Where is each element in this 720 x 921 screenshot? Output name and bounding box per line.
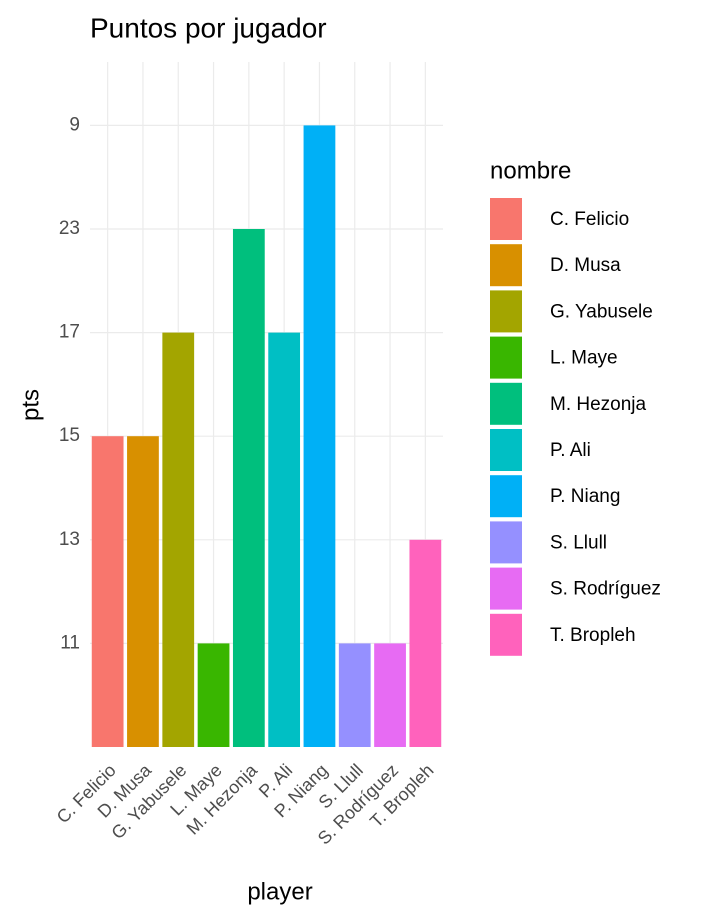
y-tick-label: 11	[60, 632, 80, 653]
y-tick-label: 23	[59, 218, 80, 239]
legend-key	[490, 290, 522, 333]
bar	[162, 332, 195, 747]
legend-label: S. Llull	[550, 532, 607, 553]
bar	[127, 436, 159, 747]
legend-key	[490, 521, 522, 564]
legend-label: D. Musa	[550, 255, 621, 276]
bar	[197, 643, 230, 747]
legend-key	[490, 244, 522, 287]
y-axis-title: pts	[17, 389, 44, 421]
y-tick-label: 9	[69, 114, 80, 135]
bar	[91, 436, 124, 747]
legend-label: G. Yabusele	[550, 301, 653, 322]
legend-label: P. Niang	[550, 486, 620, 507]
legend-label: S. Rodríguez	[550, 579, 661, 600]
legend-key	[490, 198, 522, 240]
legend-label: C. Felicio	[550, 209, 629, 230]
y-tick-label: 13	[59, 529, 80, 550]
bar	[374, 643, 406, 747]
legend-label: T. Bropleh	[550, 625, 636, 646]
legend-label: L. Maye	[550, 348, 618, 369]
bar	[268, 332, 301, 747]
legend-title: nombre	[490, 157, 571, 184]
legend-key	[490, 382, 522, 425]
y-tick-label: 17	[59, 322, 80, 343]
legend-label: M. Hezonja	[550, 394, 647, 415]
legend-key	[490, 613, 522, 656]
bar	[338, 643, 371, 747]
legend-key	[490, 567, 522, 610]
bar	[409, 539, 442, 747]
legend-key	[490, 336, 522, 379]
legend-key	[490, 429, 522, 471]
x-axis-title: player	[247, 878, 312, 905]
y-tick-label: 15	[59, 425, 80, 446]
legend-key	[490, 475, 522, 518]
bar	[232, 229, 265, 747]
bar	[303, 125, 336, 747]
chart-title: Puntos por jugador	[90, 12, 327, 43]
legend-label: P. Ali	[550, 440, 591, 461]
